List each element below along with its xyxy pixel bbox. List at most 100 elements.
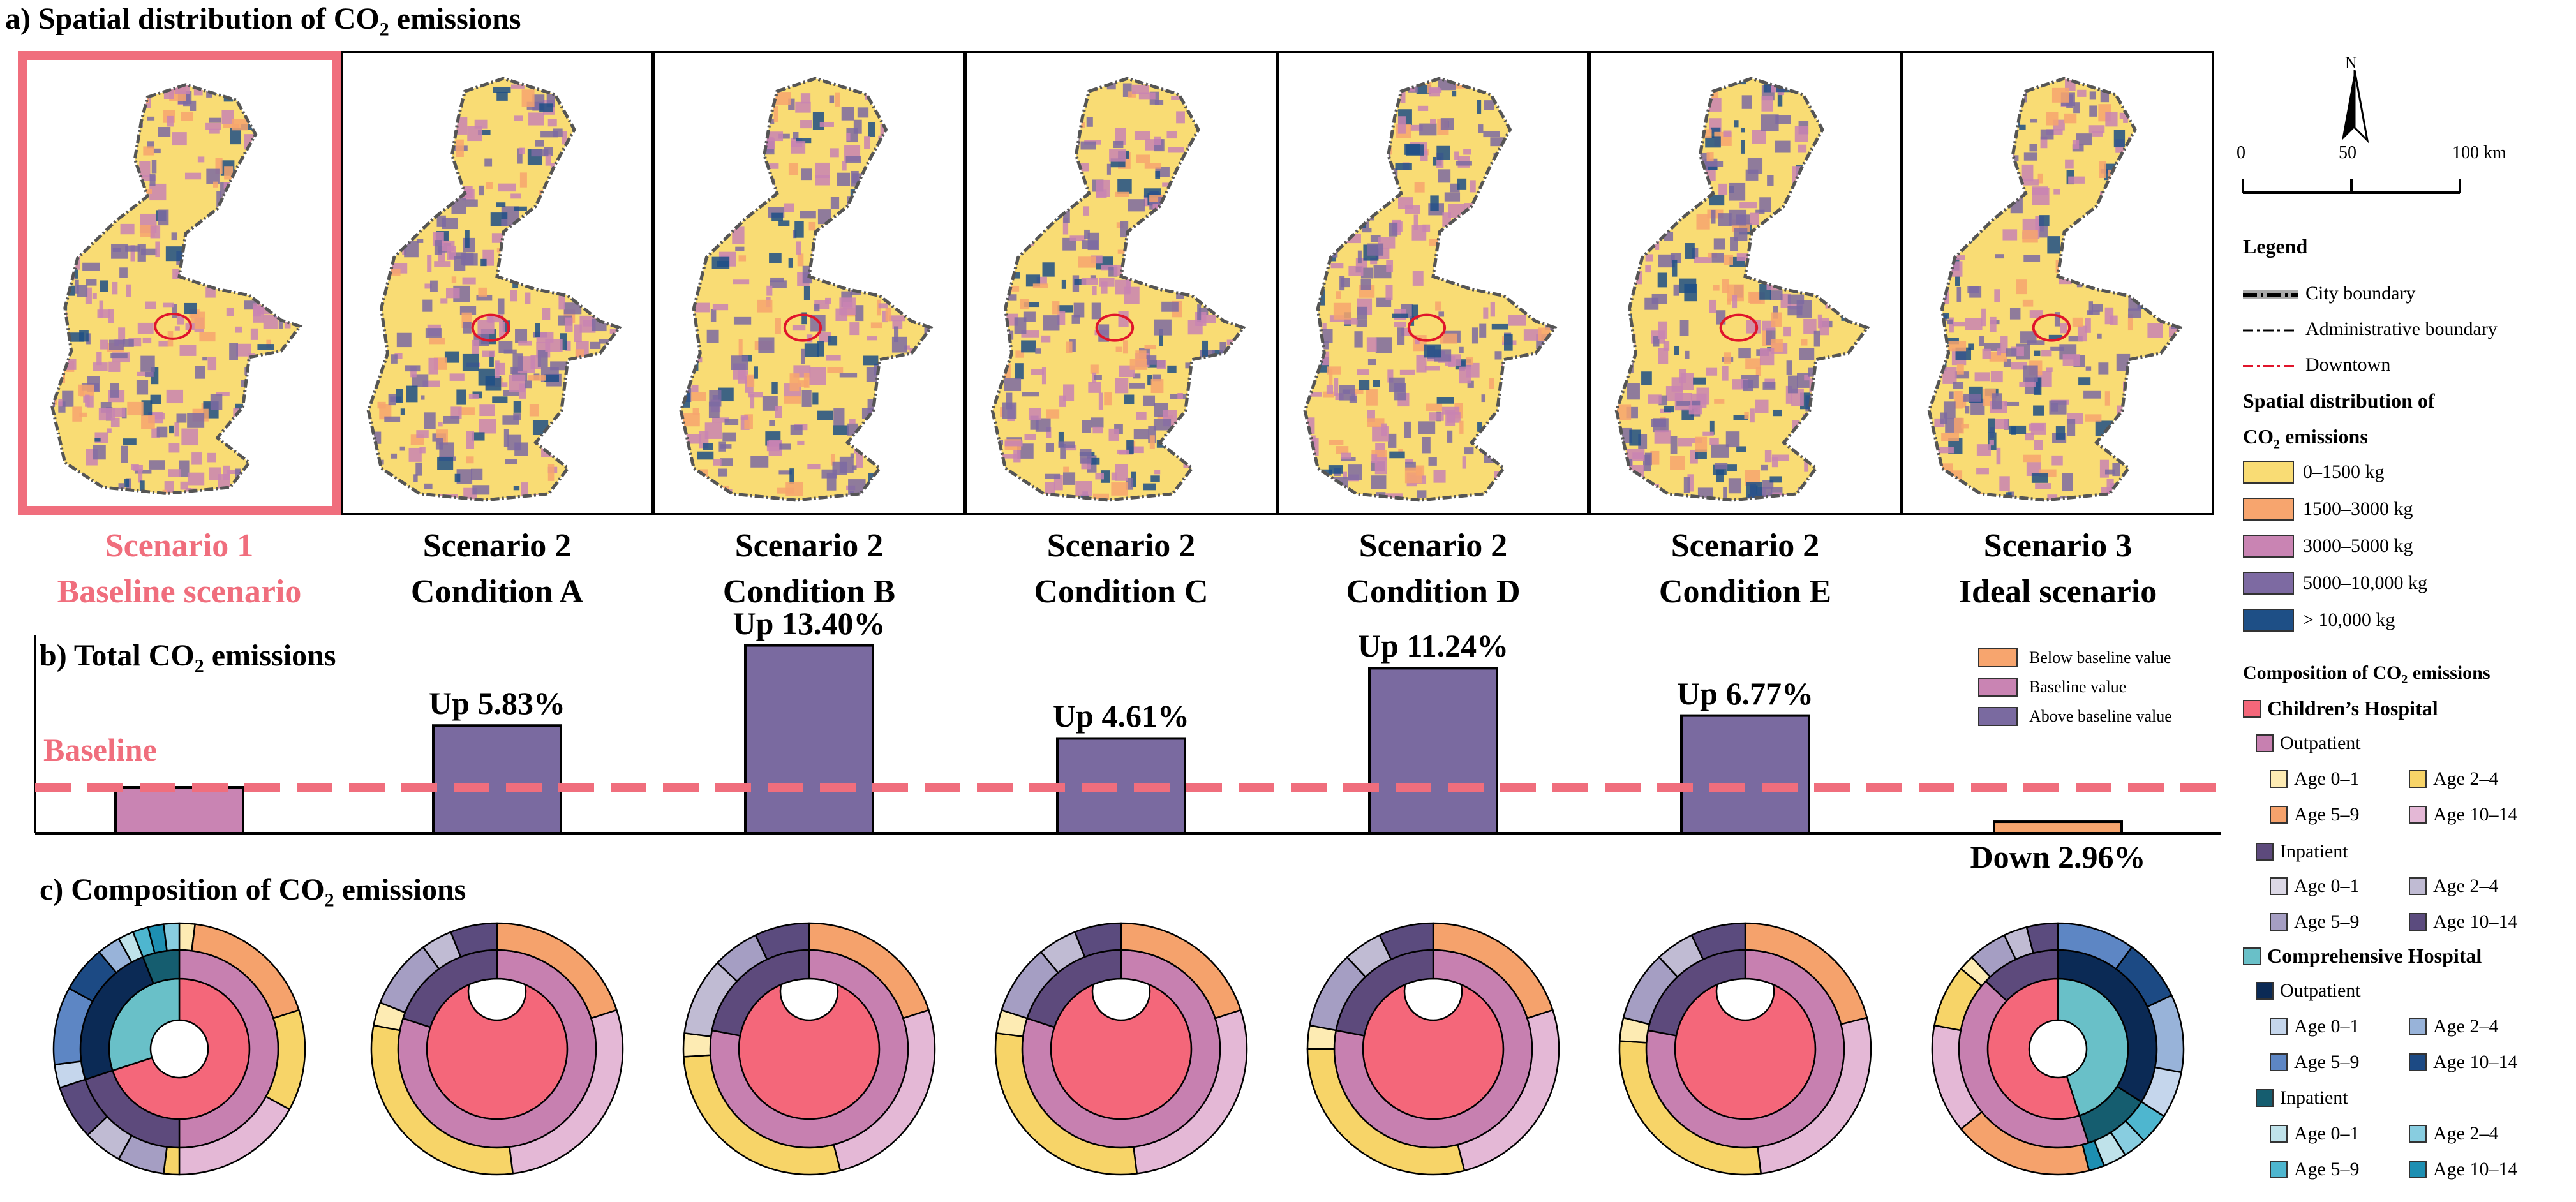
ch-in-age-10-14-swatch	[2409, 913, 2427, 931]
co-out-age-2-4: Age 2–4	[2409, 1016, 2498, 1037]
legend-panel: N 0 50 100 km Legend City boundary Admin…	[2237, 0, 2576, 1202]
section-a-title-sub: 2	[379, 19, 389, 40]
scenario-label-line2: Condition C	[1034, 574, 1209, 610]
ch-in-age-0-1-label: Age 0–1	[2294, 875, 2360, 896]
bar-3	[744, 644, 874, 835]
spatial-legend-title-2-end: emissions	[2280, 425, 2368, 448]
bar-legend-swatch	[1978, 678, 2018, 697]
outer-ring-segment	[754, 922, 810, 961]
comprehensive-outpatient-label: Outpatient	[2280, 980, 2361, 1001]
bar-legend-swatch	[1978, 648, 2018, 667]
section-c-title-sub: 2	[324, 889, 334, 911]
composition-donut-4	[994, 922, 1248, 1176]
emission-class-swatch	[2243, 461, 2294, 484]
map-panel-4	[965, 51, 1277, 515]
childrens-inpatient-label: Inpatient	[2280, 841, 2348, 862]
downtown-boundary	[2032, 313, 2071, 342]
scenario-label-line1: Scenario 2	[734, 528, 884, 564]
ch-in-age-5-9: Age 5–9	[2270, 911, 2359, 933]
composition-legend-title-text: Composition of CO	[2243, 662, 2402, 683]
bar-value-label-4: Up 4.61%	[1053, 698, 1189, 734]
bar-legend-label: Below baseline value	[2029, 648, 2171, 667]
section-a-title: a) Spatial distribution of CO2 emissions	[5, 1, 521, 41]
comprehensive-hospital: Comprehensive Hospital	[2243, 944, 2482, 968]
bar-legend-label: Above baseline value	[2029, 707, 2172, 725]
scenario-label-line1: Scenario 3	[1983, 528, 2133, 564]
childrens-hospital: Children’s Hospital	[2243, 697, 2438, 720]
section-c-title-text-end: emissions	[334, 873, 466, 907]
childrens-outpatient-label: Outpatient	[2280, 732, 2361, 753]
co-in-age-0-1-label: Age 0–1	[2294, 1123, 2360, 1144]
scenario-label-line1: Scenario 2	[422, 528, 572, 564]
scenario-label-4: Scenario 2 Condition C	[965, 523, 1277, 615]
bar-legend-item-3: Above baseline value	[1978, 707, 2172, 726]
bar-legend-label: Baseline value	[2029, 678, 2127, 696]
bars-group	[114, 644, 2123, 835]
scenario-label-line2: Condition B	[722, 574, 896, 610]
ch-out-age-10-14-label: Age 10–14	[2433, 804, 2518, 825]
co-in-age-5-9-swatch	[2270, 1161, 2288, 1178]
co-in-age-10-14-label: Age 10–14	[2433, 1159, 2518, 1180]
ch-in-age-10-14: Age 10–14	[2409, 911, 2517, 933]
emission-class-item-2: 1500–3000 kg	[2243, 498, 2413, 521]
map-panel-7	[1902, 51, 2214, 515]
ch-out-age-0-1-label: Age 0–1	[2294, 768, 2360, 789]
bar-value-label-7: Down 2.96%	[1970, 839, 2146, 875]
co-out-age-10-14: Age 10–14	[2409, 1051, 2517, 1073]
emission-class-item-3: 3000–5000 kg	[2243, 535, 2413, 558]
ch-out-age-10-14: Age 10–14	[2409, 804, 2517, 826]
section-b-title-text: b) Total CO	[40, 639, 195, 672]
emission-class-swatch	[2243, 609, 2294, 632]
downtown-boundary	[154, 313, 192, 340]
outer-ring-segment	[1073, 922, 1122, 958]
emission-class-item-5: > 10,000 kg	[2243, 609, 2395, 632]
ch-in-age-5-9-label: Age 5–9	[2294, 911, 2360, 932]
downtown-boundary	[471, 313, 510, 342]
comprehensive-hospital-label: Comprehensive Hospital	[2267, 944, 2482, 967]
emission-class-swatch	[2243, 535, 2294, 558]
baseline-label: Baseline	[43, 732, 157, 768]
scenario-label-line2: Condition A	[410, 574, 584, 610]
outer-ring-segment	[1378, 922, 1434, 961]
ch-out-age-5-9-swatch	[2270, 806, 2288, 824]
comprehensive-outpatient: Outpatient	[2256, 980, 2361, 1002]
legend-title: Legend	[2243, 235, 2308, 258]
scenario-label-5: Scenario 2 Condition D	[1277, 523, 1589, 615]
downtown-boundary	[783, 313, 823, 342]
city-boundary	[1303, 77, 1558, 502]
spatial-legend-title-2-text: CO	[2243, 425, 2274, 448]
co-in-age-2-4-label: Age 2–4	[2433, 1123, 2499, 1144]
composition-donut-6	[1618, 922, 1872, 1176]
emission-class-label: 5000–10,000 kg	[2303, 572, 2427, 593]
north-label: N	[2345, 54, 2357, 72]
co-in-age-2-4-swatch	[2409, 1125, 2427, 1143]
downtown-boundary	[1407, 313, 1447, 342]
scenario-label-line1: Scenario 2	[1359, 528, 1508, 564]
outer-ring-segment	[1690, 922, 1746, 961]
city-boundary-label: City boundary	[2305, 283, 2416, 304]
map-panel-1	[18, 51, 341, 515]
section-b-title-text-end: emissions	[204, 639, 336, 672]
city-boundary	[366, 77, 622, 502]
scale-tick-50: 50	[2339, 143, 2356, 163]
co-out-age-10-14-label: Age 10–14	[2433, 1051, 2518, 1072]
administrative-boundary-label: Administrative boundary	[2305, 318, 2498, 339]
co-in-age-0-1-swatch	[2270, 1125, 2288, 1143]
comprehensive-inpatient: Inpatient	[2256, 1087, 2348, 1109]
scenario-label-line2: Condition E	[1658, 574, 1832, 610]
ch-out-age-0-1-swatch	[2270, 770, 2288, 788]
emission-class-label: 3000–5000 kg	[2303, 535, 2413, 556]
ch-in-age-2-4: Age 2–4	[2409, 875, 2498, 897]
section-c-title: c) Composition of CO2 emissions	[40, 872, 466, 912]
ch-out-age-2-4-swatch	[2409, 770, 2427, 788]
childrens-inpatient: Inpatient	[2256, 841, 2348, 863]
total-emissions-bar-chart	[34, 635, 2221, 835]
co-in-age-5-9-label: Age 5–9	[2294, 1159, 2360, 1180]
city-boundary	[679, 77, 934, 502]
bar-legend-item-1: Below baseline value	[1978, 648, 2171, 667]
bar-legend-swatch	[1978, 707, 2018, 726]
emission-class-swatch	[2243, 572, 2294, 595]
section-a-title-text: a) Spatial distribution of CO	[5, 2, 380, 36]
section-a-title-text-end: emissions	[389, 2, 521, 36]
north-arrow-and-scale	[2242, 70, 2461, 194]
